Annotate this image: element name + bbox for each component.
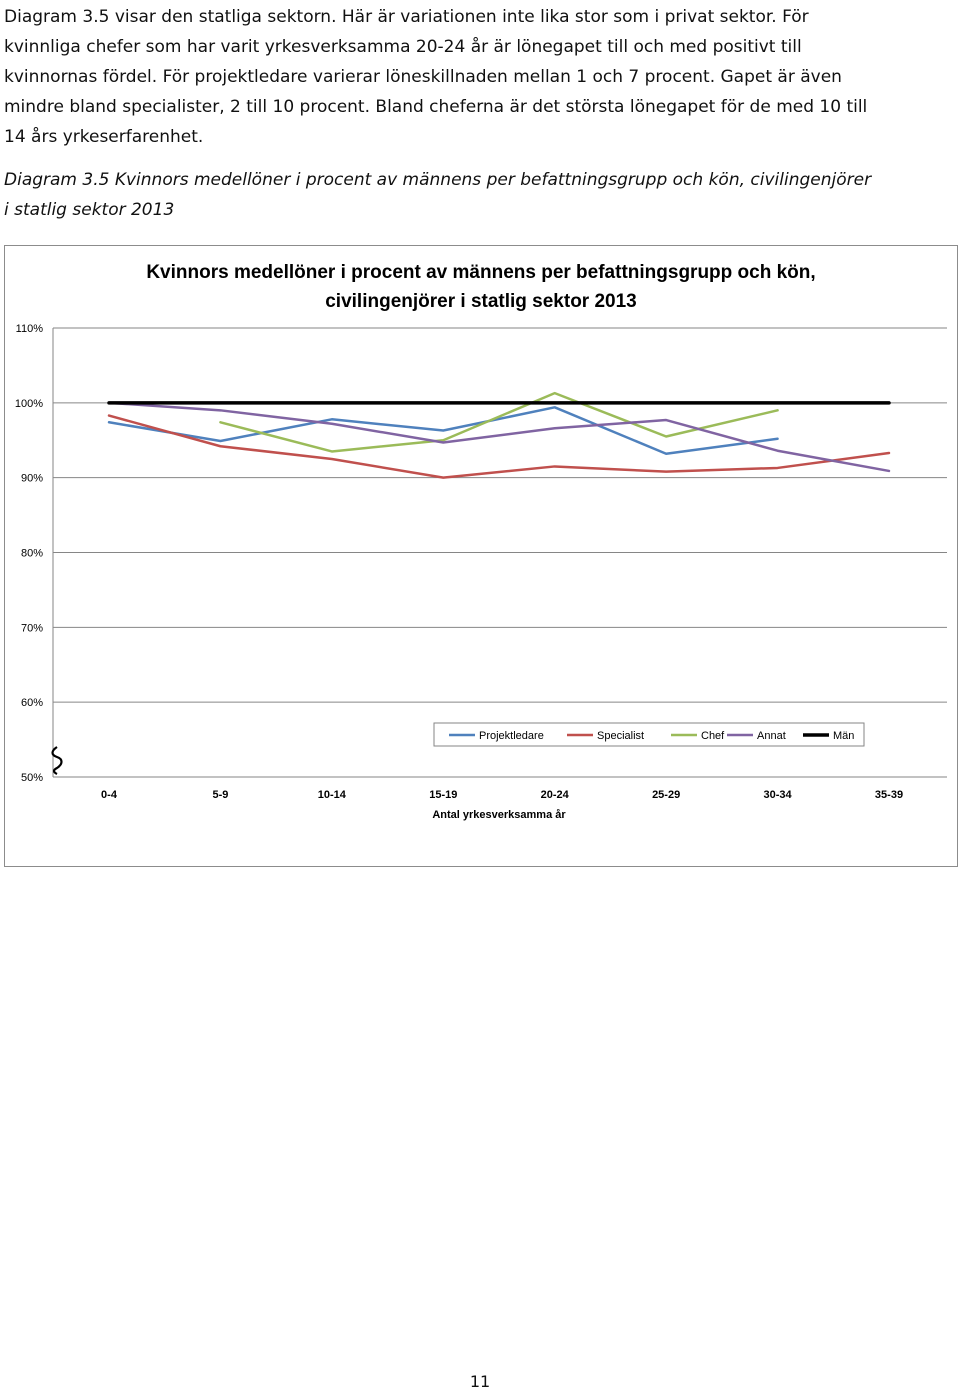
paragraph-line: Diagram 3.5 visar den statliga sektorn. …: [4, 7, 809, 27]
x-tick-label: 0-4: [101, 789, 118, 801]
series-line: [107, 406, 779, 455]
series-line: [107, 414, 891, 479]
x-tick-label: 15-19: [429, 789, 457, 801]
y-tick-label: 50%: [21, 772, 43, 784]
y-tick-label: 70%: [21, 622, 43, 634]
legend-label: Projektledare: [479, 730, 544, 742]
chart-title-line: civilingenjörer i statlig sektor 2013: [325, 291, 637, 312]
y-tick-label: 100%: [15, 398, 43, 410]
x-axis-title: Antal yrkesverksamma år: [432, 809, 566, 821]
y-tick-label: 60%: [21, 697, 43, 709]
caption-line: i statlig sektor 2013: [4, 200, 175, 220]
chart-title-line: Kvinnors medellöner i procent av männens…: [146, 262, 815, 283]
x-tick-label: 25-29: [652, 789, 680, 801]
caption-line: Diagram 3.5 Kvinnors medellöner i procen…: [4, 170, 872, 190]
paragraph-line: mindre bland specialister, 2 till 10 pro…: [4, 97, 868, 117]
paragraph-line: kvinnornas fördel. För projektledare var…: [4, 67, 842, 87]
series-line: [219, 391, 779, 453]
page-number: 11: [469, 1372, 491, 1391]
y-tick-label: 110%: [16, 323, 44, 335]
x-tick-label: 30-34: [764, 789, 793, 801]
axis-break-symbol: [51, 746, 63, 775]
legend-label: Specialist: [597, 730, 644, 742]
paragraph-line: kvinnliga chefer som har varit yrkesverk…: [4, 37, 802, 57]
series-line: [107, 401, 891, 473]
legend-box: [433, 722, 865, 747]
legend-label: Annat: [757, 730, 786, 742]
chart-container: Kvinnors medellöner i procent av männens…: [4, 245, 958, 867]
paragraph-line: 14 års yrkeserfarenhet.: [4, 127, 204, 147]
x-tick-label: 20-24: [541, 789, 570, 801]
x-tick-label: 5-9: [212, 789, 228, 801]
body-paragraph: Diagram 3.5 visar den statliga sektorn. …: [4, 2, 954, 152]
legend-label: Chef: [701, 730, 725, 742]
x-tick-label: 10-14: [318, 789, 347, 801]
line-chart: Kvinnors medellöner i procent av männens…: [15, 262, 947, 821]
figure-caption: Diagram 3.5 Kvinnors medellöner i procen…: [4, 165, 954, 225]
legend-label: Män: [833, 730, 854, 742]
y-tick-label: 90%: [21, 473, 43, 485]
y-tick-label: 80%: [21, 548, 43, 560]
x-tick-label: 35-39: [875, 789, 903, 801]
